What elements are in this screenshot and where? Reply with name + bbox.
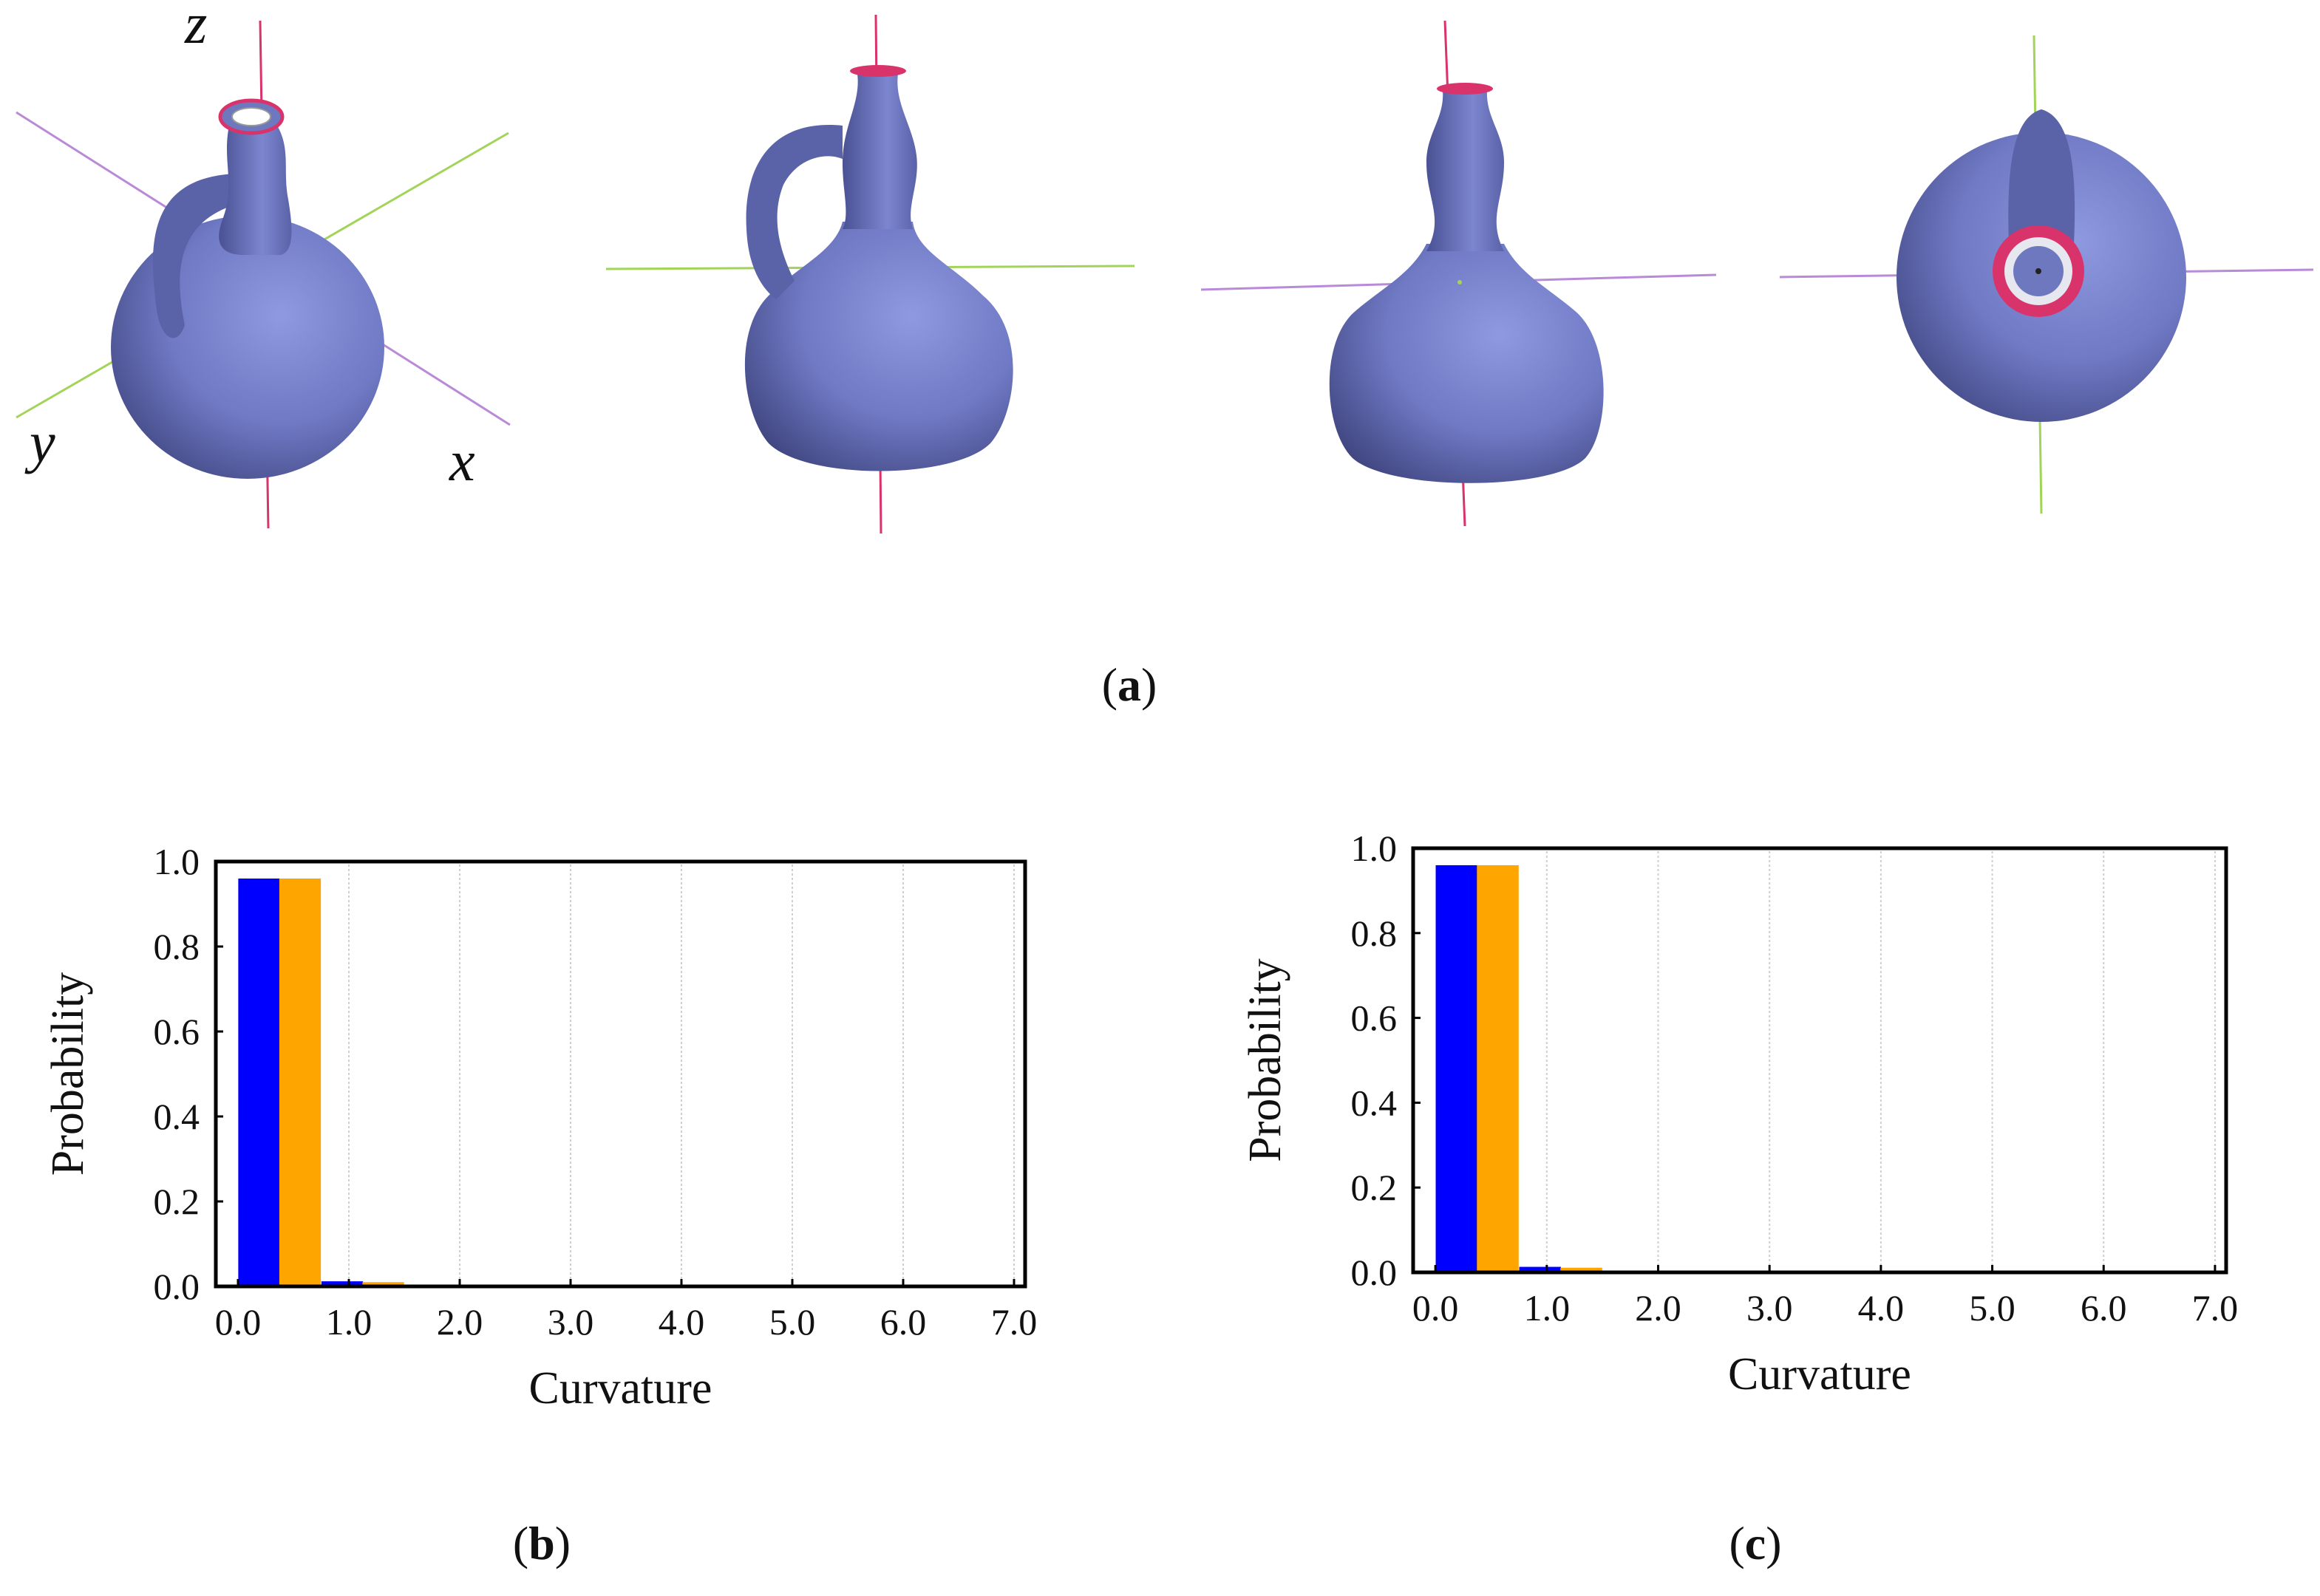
vessel-opening [231,107,271,126]
x-axis-title: Curvature [529,1363,712,1413]
z-axis-label: z [184,0,207,55]
vessel-rim [850,65,906,77]
panel-label-b: (b) [513,1517,571,1569]
front-view-handle-left [605,14,1135,534]
x-tick-label: 3.0 [1746,1287,1793,1329]
x-tick-label: 1.0 [1524,1287,1571,1329]
y-axis-label: y [24,410,55,474]
plot-frame [214,859,1027,1289]
panel-c: 0.0 0.2 0.4 0.6 0.8 1.0 0.0 1.0 2.0 3.0 4.0 5.0 6.0 7… [1240,828,2238,1569]
chart-b: 0.0 0.2 0.4 0.6 0.8 1.0 0.0 1.0 2.0 3.0 4.0 5.0 6.0 7… [43,841,1037,1413]
bar [1519,1266,1562,1272]
vessel-rim [1437,83,1493,95]
x-tick-label: 4.0 [1858,1287,1905,1329]
vessel-handle [152,174,240,338]
y-tick-label: 0.4 [154,1096,200,1137]
front-view-rotated [1200,20,1717,527]
y-tick-label: 0.0 [154,1266,200,1307]
vessel-handle [746,125,843,299]
center-marker [1457,280,1462,284]
x-tick-label: 0.0 [215,1301,262,1343]
x-tick-label: 4.0 [659,1301,705,1343]
vessel-body [744,222,1013,471]
x-tick-label: 5.0 [1969,1287,2015,1329]
x-axis-label: x [449,429,475,493]
center-marker [2035,268,2041,274]
panel-a: z y x [16,0,2314,711]
panel-label-c: (c) [1729,1517,1781,1569]
vessel-handle [2008,109,2075,244]
y-tick-label: 0.6 [154,1011,200,1052]
vessel-body [111,216,384,479]
chart-c: 0.0 0.2 0.4 0.6 0.8 1.0 0.0 1.0 2.0 3.0 4.0 5.0 6.0 7… [1240,828,2238,1399]
y-tick-label: 1.0 [154,841,200,882]
x-tick-label: 5.0 [769,1301,816,1343]
x-tick-label: 7.0 [991,1301,1038,1343]
x-tick-label: 7.0 [2192,1287,2239,1329]
bar [238,879,280,1286]
x-tick-label: 1.0 [326,1301,373,1343]
x-tick-label: 6.0 [2081,1287,2127,1329]
vessel-neck [219,122,292,255]
bar [1560,1267,1602,1272]
top-view [1779,35,2314,514]
vessel-neck [843,74,917,229]
y-axis-title: Probability [1240,958,1290,1162]
perspective-view: z y x [16,0,511,529]
x-axis-title: Curvature [1728,1349,1911,1399]
y-tick-label: 0.8 [1351,913,1398,954]
y-axis-title: Probability [43,972,93,1176]
bar [1477,864,1519,1272]
y-tick-label: 1.0 [1351,828,1398,869]
y-tick-label: 0.2 [154,1181,200,1222]
x-tick-label: 2.0 [1635,1287,1681,1329]
bar [279,879,322,1286]
x-tick-label: 3.0 [548,1301,594,1343]
y-tick-label: 0.8 [154,926,200,967]
y-tick-label: 0.2 [1351,1167,1398,1208]
bar [362,1282,404,1286]
bar [321,1281,364,1286]
x-tick-label: 2.0 [437,1301,483,1343]
panel-label-a: (a) [1102,658,1157,711]
panel-b: 0.0 0.2 0.4 0.6 0.8 1.0 0.0 1.0 2.0 3.0 4.0 5.0 6.0 7… [43,841,1037,1569]
y-tick-label: 0.6 [1351,998,1398,1039]
vessel-neck [1426,90,1504,251]
bar [1435,864,1478,1272]
x-tick-label: 6.0 [880,1301,927,1343]
x-tick-label: 0.0 [1412,1287,1459,1329]
vessel-body [1329,244,1604,483]
y-tick-label: 0.0 [1351,1252,1398,1293]
plot-frame [1411,846,2228,1275]
y-tick-label: 0.4 [1351,1082,1398,1123]
